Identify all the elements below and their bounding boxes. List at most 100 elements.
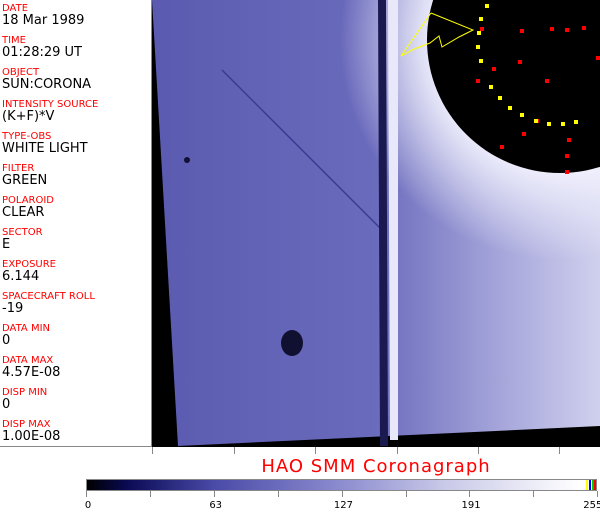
overlay-red-marker xyxy=(582,26,586,30)
field-label: INTENSITY SOURCE xyxy=(2,99,99,110)
field-data-min: DATA MIN 0 xyxy=(2,323,50,348)
field-label: DATA MIN xyxy=(2,323,50,334)
overlay-yellow-marker xyxy=(498,96,502,100)
field-value: 0 xyxy=(2,397,11,412)
colorbar-tick-label: 0 xyxy=(84,500,92,511)
image-axis-tick xyxy=(152,447,153,454)
overlay-red-marker xyxy=(476,79,480,83)
image-axis-tick xyxy=(397,447,398,454)
field-spacecraft-roll: SPACECRAFT ROLL -19 xyxy=(2,291,95,316)
header-info-panel: DATE 18 Mar 1989 TIME 01:28:29 UT OBJECT SUN:… xyxy=(0,0,152,447)
field-label: FILTER xyxy=(2,163,35,174)
overlay-yellow-marker xyxy=(479,59,483,63)
overlay-red-marker xyxy=(565,28,569,32)
overlay-yellow-marker xyxy=(520,113,524,117)
overlay-red-marker xyxy=(520,29,524,33)
colorbar-marker-green xyxy=(592,480,594,490)
field-date: DATE 18 Mar 1989 xyxy=(2,3,84,28)
overlay-red-marker xyxy=(550,27,554,31)
overlay-red-marker xyxy=(492,67,496,71)
field-disp-min: DISP MIN 0 xyxy=(2,387,47,412)
field-label: TYPE-OBS xyxy=(2,131,52,142)
field-data-max: DATA MAX 4.57E-08 xyxy=(2,355,60,380)
field-intensity-source: INTENSITY SOURCE (K+F)*V xyxy=(2,99,98,124)
field-label: DATA MAX xyxy=(2,355,54,366)
dust-spot xyxy=(281,330,303,356)
overlay-red-marker xyxy=(596,56,600,60)
field-label: POLAROID xyxy=(2,195,55,206)
field-label: DISP MIN xyxy=(2,387,48,398)
field-value: WHITE LIGHT xyxy=(2,141,88,156)
colorbar-tick-label: 191 xyxy=(461,500,481,511)
colorbar-tick xyxy=(277,491,279,497)
field-value: 1.00E-08 xyxy=(2,429,61,444)
overlay-yellow-marker xyxy=(477,31,481,35)
colorbar-tick xyxy=(597,491,599,497)
colorbar-tick xyxy=(149,491,151,497)
image-axis-tick xyxy=(234,447,235,454)
field-type-obs: TYPE-OBS WHITE LIGHT xyxy=(2,131,88,156)
field-value: 18 Mar 1989 xyxy=(2,13,85,28)
colorbar-marker-red xyxy=(594,480,596,490)
colorbar-tick-label: 63 xyxy=(209,500,223,511)
overlay-markers xyxy=(476,4,600,174)
field-value: -19 xyxy=(2,301,24,316)
occulting-disk xyxy=(427,0,600,173)
field-label: DATE xyxy=(2,3,29,14)
overlay-red-marker xyxy=(565,154,569,158)
field-label: DISP MAX xyxy=(2,419,51,430)
overlay-yellow-marker xyxy=(476,45,480,49)
field-value: E xyxy=(2,237,11,252)
overlay-yellow-marker xyxy=(508,106,512,110)
field-value: 6.144 xyxy=(2,269,40,284)
overlay-red-marker xyxy=(480,27,484,31)
colorbar-tick-label: 255 xyxy=(583,500,600,511)
field-label: SPACECRAFT ROLL xyxy=(2,291,95,302)
overlay-yellow-marker xyxy=(534,119,538,123)
overlay-yellow-marker xyxy=(485,4,489,8)
field-time: TIME 01:28:29 UT xyxy=(2,35,82,60)
field-label: EXPOSURE xyxy=(2,259,57,270)
field-disp-max: DISP MAX 1.00E-08 xyxy=(2,419,60,444)
field-value: 4.57E-08 xyxy=(2,365,61,380)
field-value: GREEN xyxy=(2,173,48,188)
field-label: OBJECT xyxy=(2,67,40,78)
colorbar-marker-yellow xyxy=(586,480,588,490)
image-axis-tick xyxy=(478,447,479,454)
field-value: 01:28:29 UT xyxy=(2,45,82,60)
colorbar-tick xyxy=(533,491,535,497)
overlay-yellow-marker xyxy=(547,122,551,126)
colorbar-tick-label: 127 xyxy=(333,500,353,511)
field-label: TIME xyxy=(2,35,27,46)
field-object: OBJECT SUN:CORONA xyxy=(2,67,91,92)
colorbar-marker-blue xyxy=(589,480,591,490)
image-axis-tick xyxy=(559,447,560,454)
occulter-pylon xyxy=(378,0,388,446)
colorbar-tick xyxy=(341,491,343,497)
overlay-red-marker xyxy=(522,132,526,136)
overlay-red-marker xyxy=(565,170,569,174)
overlay-yellow-marker xyxy=(479,17,483,21)
coronagraph-image[interactable] xyxy=(152,0,600,447)
field-value: (K+F)*V xyxy=(2,109,55,124)
overlay-red-marker xyxy=(545,79,549,83)
colorbar-tick xyxy=(405,491,407,497)
overlay-yellow-marker xyxy=(574,120,578,124)
overlay-red-marker xyxy=(567,138,571,142)
field-polaroid: POLAROID CLEAR xyxy=(2,195,54,220)
field-value: 0 xyxy=(2,333,11,348)
field-filter: FILTER GREEN xyxy=(2,163,47,188)
field-value: SUN:CORONA xyxy=(2,77,92,92)
plot-title: HAO SMM Coronagraph xyxy=(261,456,491,477)
field-label: SECTOR xyxy=(2,227,43,238)
diagonal-streak xyxy=(221,69,383,231)
overlay-red-marker xyxy=(500,145,504,149)
overlay-red-marker xyxy=(518,60,522,64)
colorbar-tick xyxy=(469,491,471,497)
field-value: CLEAR xyxy=(2,205,45,220)
overlay-yellow-marker xyxy=(561,122,565,126)
colorbar-tick xyxy=(86,491,87,497)
overlay-outline xyxy=(400,12,475,57)
colorbar xyxy=(86,479,597,491)
overlay-yellow-marker xyxy=(489,85,493,89)
